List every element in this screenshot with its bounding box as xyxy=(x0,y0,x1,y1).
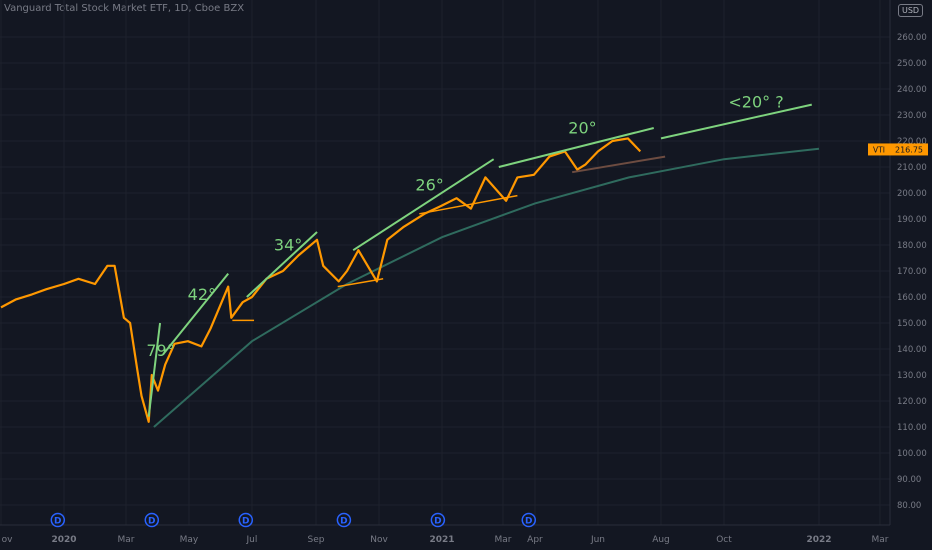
y-tick-label: 110.00 xyxy=(897,423,927,433)
y-tick-label: 250.00 xyxy=(897,59,927,69)
symbol-tag-label: VTI xyxy=(873,145,885,154)
trend-line[interactable] xyxy=(498,127,654,168)
angle-label: 34° xyxy=(274,236,302,255)
chart-title: Vanguard Total Stock Market ETF, 1D, Cbo… xyxy=(4,3,245,14)
x-tick-label: 2020 xyxy=(51,535,76,545)
y-tick-label: 150.00 xyxy=(897,319,927,329)
x-tick-label: Nov xyxy=(370,535,388,545)
x-tick-label: 2021 xyxy=(429,535,454,545)
dividend-marker[interactable] xyxy=(521,512,537,528)
x-tick-label: Jun xyxy=(590,535,605,545)
dividend-marker-label: D xyxy=(434,517,441,527)
dividend-marker[interactable] xyxy=(238,512,254,528)
x-tick-label: Mar xyxy=(494,535,511,545)
y-tick-label: 80.00 xyxy=(897,501,921,511)
y-tick-label: 180.00 xyxy=(897,241,927,251)
last-price-label: 216.75 xyxy=(895,145,923,154)
symbol-tag xyxy=(868,143,890,156)
x-tick-label: ov xyxy=(2,535,14,545)
x-tick-label: May xyxy=(180,535,199,545)
angle-label: 79° xyxy=(146,341,174,360)
currency-badge[interactable]: USD xyxy=(898,4,924,17)
x-tick-label: Mar xyxy=(117,535,134,545)
y-tick-label: 220.00 xyxy=(897,137,927,147)
support-line[interactable] xyxy=(419,194,518,215)
x-tick-label: Mar xyxy=(871,535,888,545)
x-tick-label: Oct xyxy=(716,535,732,545)
y-tick-label: 100.00 xyxy=(897,449,927,459)
dividend-marker[interactable] xyxy=(430,512,446,528)
x-tick-label: Aug xyxy=(652,535,670,545)
y-tick-label: 90.00 xyxy=(897,475,921,485)
x-tick-label: Sep xyxy=(308,535,325,545)
angle-label: 20° xyxy=(568,119,596,138)
y-tick-label: 260.00 xyxy=(897,33,927,43)
y-tick-label: 160.00 xyxy=(897,293,927,303)
y-tick-label: 210.00 xyxy=(897,163,927,173)
price-series-line xyxy=(0,137,642,423)
x-tick-label: Apr xyxy=(527,535,543,545)
support-line[interactable] xyxy=(337,278,384,288)
y-tick-label: 240.00 xyxy=(897,85,927,95)
y-tick-label: 140.00 xyxy=(897,345,927,355)
brown-support-line[interactable] xyxy=(571,155,666,174)
trend-line[interactable] xyxy=(352,158,495,252)
trend-line[interactable] xyxy=(162,272,229,355)
x-tick-label: 2022 xyxy=(806,535,831,545)
last-price-tag xyxy=(890,143,928,156)
angle-label: <20° ? xyxy=(728,93,783,112)
dividend-marker[interactable] xyxy=(336,512,352,528)
dividend-marker-label: D xyxy=(54,517,61,527)
y-tick-label: 200.00 xyxy=(897,189,927,199)
dividend-marker[interactable] xyxy=(50,512,66,528)
dividend-marker-label: D xyxy=(525,517,532,527)
trend-line[interactable] xyxy=(147,322,162,417)
y-tick-label: 130.00 xyxy=(897,371,927,381)
y-tick-label: 190.00 xyxy=(897,215,927,225)
y-tick-label: 230.00 xyxy=(897,111,927,121)
x-tick-label: Jul xyxy=(246,535,258,545)
trend-line[interactable] xyxy=(660,103,812,140)
y-tick-label: 170.00 xyxy=(897,267,927,277)
dividend-marker-label: D xyxy=(340,517,347,527)
dividend-marker-label: D xyxy=(148,517,155,527)
trend-line[interactable] xyxy=(246,231,318,298)
angle-label: 42° xyxy=(188,285,216,304)
dividend-marker-label: D xyxy=(242,517,249,527)
dividend-marker[interactable] xyxy=(144,512,160,528)
trend-curve xyxy=(153,147,820,428)
angle-label: 26° xyxy=(415,176,443,195)
y-tick-label: 120.00 xyxy=(897,397,927,407)
